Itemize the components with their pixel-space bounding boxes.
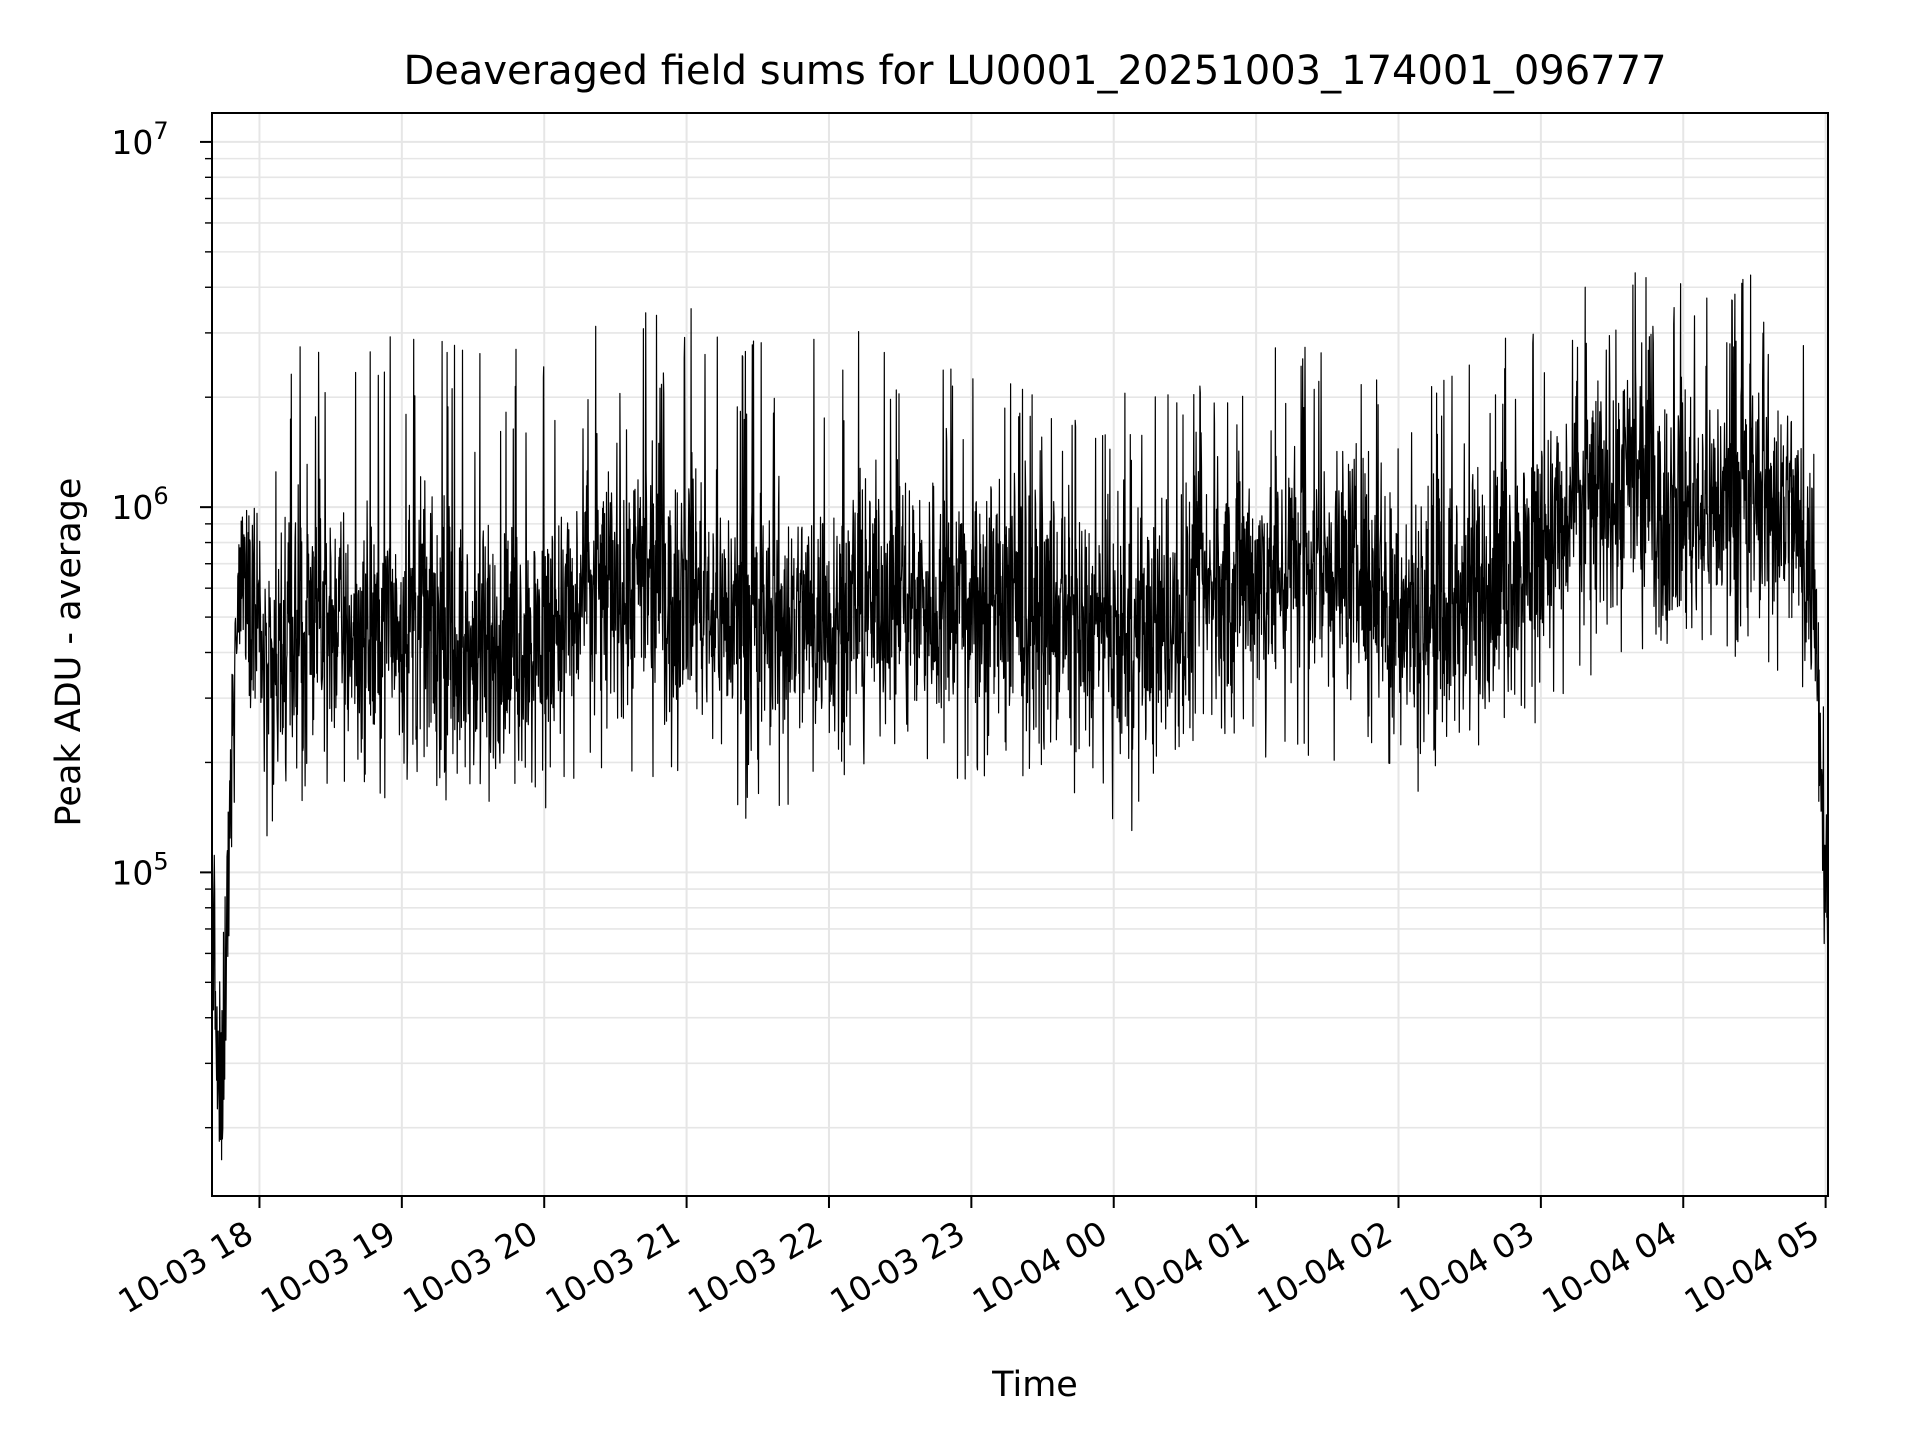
y-axis-label: Peak ADU - average — [49, 478, 89, 827]
series-line — [211, 272, 1829, 1161]
y-tick-label: 106 — [111, 482, 168, 527]
x-axis-label: Time — [991, 1365, 1078, 1405]
data-area — [211, 272, 1829, 1161]
y-tick-label: 105 — [111, 847, 168, 892]
plot-area-frame — [211, 112, 1829, 1197]
y-tick-label: 107 — [111, 117, 168, 162]
chart-title: Deaveraged field sums for LU0001_2025100… — [403, 48, 1666, 94]
